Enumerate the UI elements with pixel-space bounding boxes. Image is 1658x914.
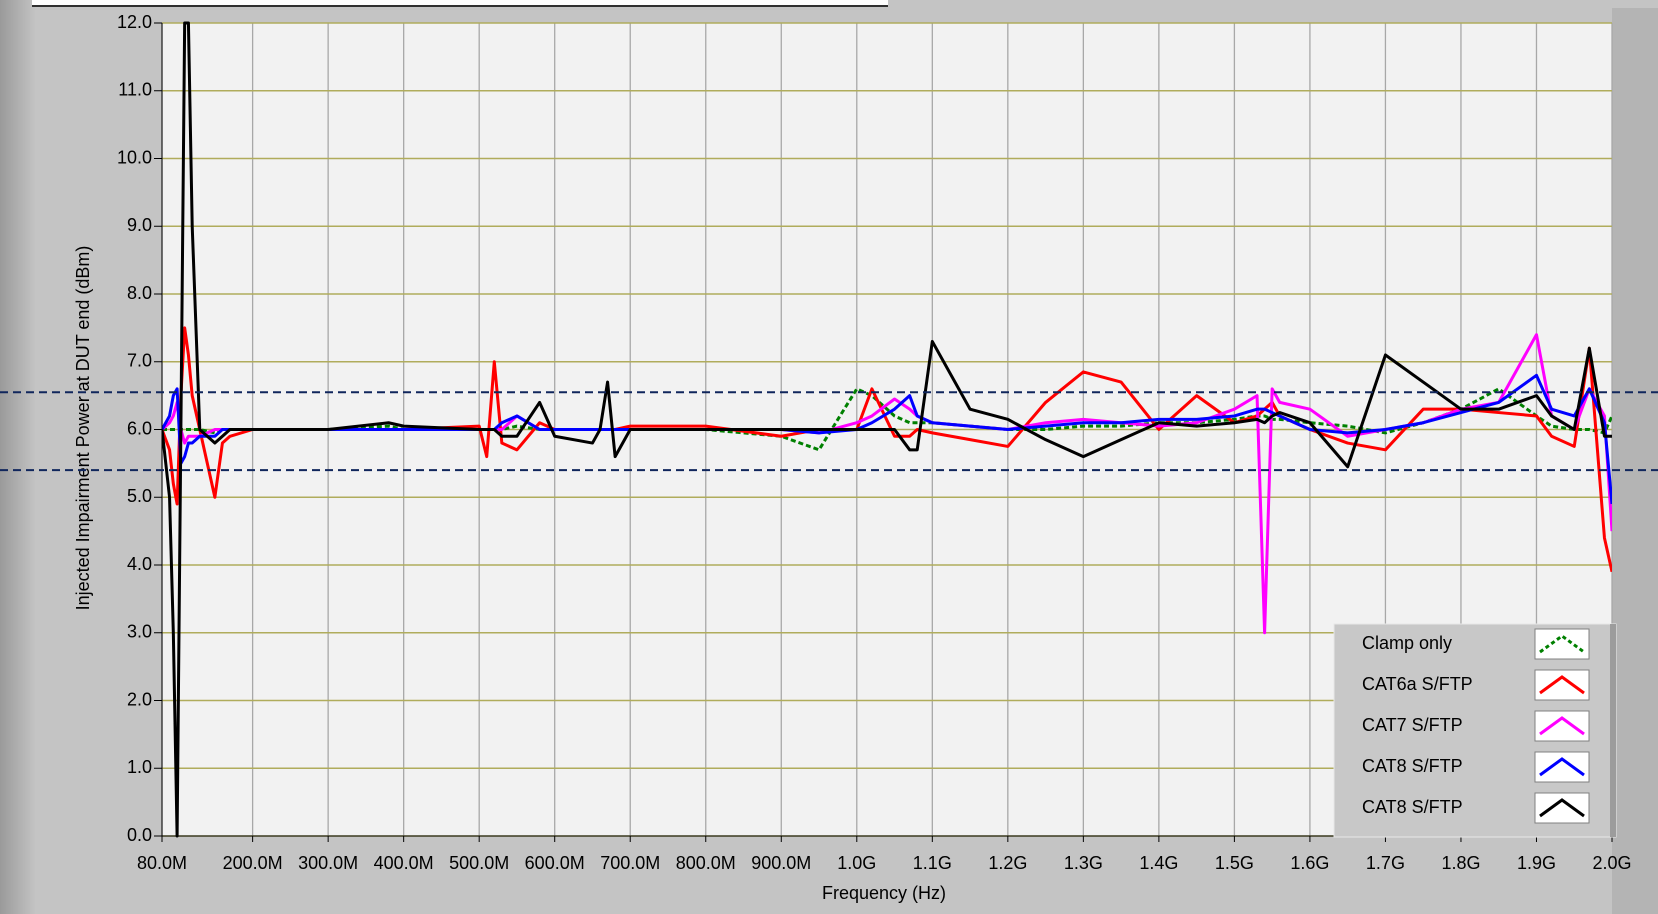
y-axis-label: Injected Impairment Power at DUT end (dB… <box>73 246 93 611</box>
series-line <box>162 373 1612 505</box>
x-tick-label: 2.0G <box>1592 853 1631 873</box>
x-tick-label: 80.0M <box>137 853 187 873</box>
y-tick-label: 4.0 <box>127 554 152 574</box>
y-tick-label: 8.0 <box>127 283 152 303</box>
legend-swatch-box <box>1534 792 1590 824</box>
x-tick-label: 1.4G <box>1139 853 1178 873</box>
x-tick-label: 1.5G <box>1215 853 1254 873</box>
legend-swatch <box>1539 716 1585 736</box>
y-tick-label: 10.0 <box>117 147 152 167</box>
x-tick-label: 500.0M <box>449 853 509 873</box>
legend-label: CAT6a S/FTP <box>1362 674 1473 694</box>
y-tick-label: 9.0 <box>127 215 152 235</box>
y-tick-label: 0.0 <box>127 825 152 845</box>
x-tick-label: 1.7G <box>1366 853 1405 873</box>
x-tick-label: 1.9G <box>1517 853 1556 873</box>
lines <box>162 21 1612 838</box>
x-tick-label: 1.0G <box>837 853 876 873</box>
y-tick-label: 2.0 <box>127 689 152 709</box>
legend: Clamp only CAT6a S/FTP CAT7 S/FTP CAT8 S/FT… <box>1333 623 1617 838</box>
legend-swatch-box <box>1534 628 1590 660</box>
frame-edge <box>0 0 36 914</box>
legend-swatch <box>1539 757 1585 777</box>
legend-swatch <box>1539 634 1585 654</box>
legend-label: CAT8 S/FTP <box>1362 797 1463 817</box>
y-tick-label: 1.0 <box>127 757 152 777</box>
y-tick-label: 5.0 <box>127 486 152 506</box>
y-tick-label: 3.0 <box>127 622 152 642</box>
x-axis-label: Frequency (Hz) <box>822 883 946 903</box>
legend-label: Clamp only <box>1362 633 1452 653</box>
axes: 80.0M 200.0M 300.0M 400.0M 500.0M 600.0M 700.0… <box>117 12 1632 873</box>
legend-swatch-box <box>1534 751 1590 783</box>
x-tick-label: 1.3G <box>1064 853 1103 873</box>
x-tick-label: 1.1G <box>913 853 952 873</box>
legend-shadow <box>1610 624 1616 837</box>
x-tick-label: 600.0M <box>525 853 585 873</box>
top-strip-line <box>32 5 888 7</box>
legend-label: CAT7 S/FTP <box>1362 715 1463 735</box>
y-tick-label: 12.0 <box>117 12 152 32</box>
legend-label: CAT8 S/FTP <box>1362 756 1463 776</box>
legend-swatch-box <box>1534 669 1590 701</box>
series-line <box>162 21 1612 838</box>
legend-swatch <box>1539 798 1585 818</box>
x-tick-label: 700.0M <box>600 853 660 873</box>
legend-swatch <box>1539 675 1585 695</box>
y-tick-label: 11.0 <box>118 80 152 100</box>
x-tick-label: 900.0M <box>751 853 811 873</box>
x-tick-label: 400.0M <box>374 853 434 873</box>
y-tick-label: 7.0 <box>127 351 152 371</box>
x-tick-label: 300.0M <box>298 853 358 873</box>
frame-right <box>1612 8 1658 914</box>
legend-swatch-box <box>1534 710 1590 742</box>
x-tick-label: 800.0M <box>676 853 736 873</box>
top-strip <box>32 0 888 5</box>
x-tick-label: 200.0M <box>223 853 283 873</box>
x-tick-label: 1.8G <box>1441 853 1480 873</box>
x-tick-label: 1.2G <box>988 853 1027 873</box>
x-tick-label: 1.6G <box>1290 853 1329 873</box>
y-tick-label: 6.0 <box>127 418 152 438</box>
